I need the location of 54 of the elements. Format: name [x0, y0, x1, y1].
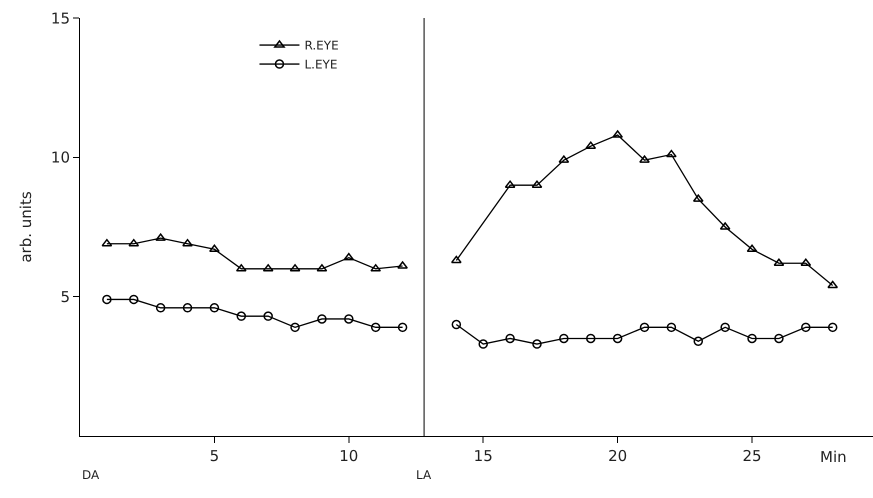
point	[129, 294, 139, 304]
y-tick-label: 10	[50, 148, 70, 167]
point	[210, 303, 220, 313]
point	[370, 322, 380, 332]
point	[559, 334, 569, 344]
x-tick-label: 10	[339, 447, 358, 465]
point	[666, 150, 677, 158]
point	[182, 303, 192, 313]
point	[612, 130, 623, 138]
x-tick-label: 5	[210, 447, 220, 465]
point	[586, 334, 596, 344]
point	[156, 303, 166, 313]
x-tick-label: 20	[608, 447, 628, 465]
x-axis-title: Min	[820, 448, 847, 466]
y-tick-label: 15	[50, 9, 70, 28]
legend-label: R.EYE	[304, 38, 339, 53]
y-axis-title: arb. units	[17, 191, 36, 263]
point	[290, 322, 300, 332]
point	[504, 180, 516, 188]
legend-label: L.EYE	[304, 58, 338, 72]
point	[102, 294, 112, 304]
point	[720, 322, 730, 332]
point	[397, 261, 408, 269]
text: DA	[82, 468, 100, 482]
point	[478, 339, 488, 349]
point	[828, 322, 838, 332]
x-tick-label: 15	[474, 447, 493, 465]
point	[452, 320, 462, 330]
point	[639, 155, 650, 163]
point	[344, 314, 354, 324]
point	[612, 334, 622, 344]
point	[505, 334, 515, 344]
point	[774, 258, 784, 266]
point	[263, 311, 273, 321]
point	[694, 336, 704, 346]
point	[666, 322, 676, 332]
point	[316, 264, 328, 272]
point	[532, 180, 542, 188]
point	[102, 238, 112, 246]
point	[209, 244, 220, 252]
y-tick-label: 5	[60, 288, 70, 306]
point	[774, 334, 784, 344]
point	[640, 322, 650, 332]
point	[290, 264, 300, 272]
point	[746, 244, 758, 252]
point	[182, 238, 193, 246]
point	[398, 322, 408, 332]
x-tick-label: 25	[742, 447, 762, 465]
point	[747, 334, 757, 344]
point	[236, 311, 246, 321]
point	[801, 322, 811, 332]
point	[317, 314, 327, 324]
point	[532, 339, 542, 349]
ref-line-label: LA	[416, 468, 432, 482]
